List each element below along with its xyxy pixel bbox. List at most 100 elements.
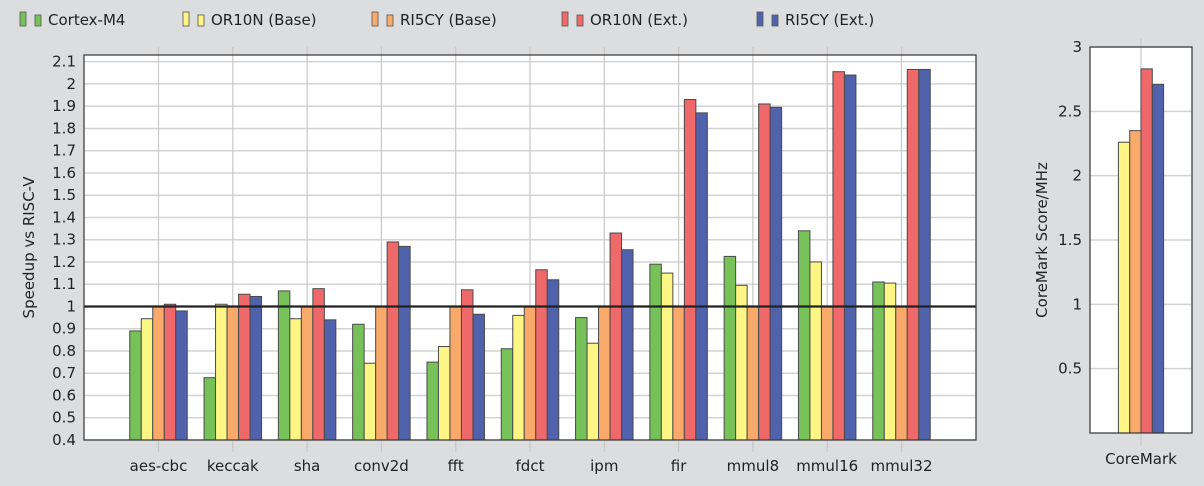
bar-conv2d-cortex-m4 <box>352 323 365 441</box>
bar-keccak-ri5cy-base- <box>226 305 240 441</box>
bar-aes-cbc-or10n-ext- <box>163 303 177 441</box>
legend-swatch <box>386 14 394 27</box>
y-tick-label: 2.5 <box>1058 102 1082 120</box>
bar-fft-ri5cy-base- <box>449 305 462 441</box>
y-tick-label: 1.6 <box>52 164 76 182</box>
y-tick-label: 0.6 <box>52 386 76 404</box>
y-tick-label: 1.4 <box>52 208 76 226</box>
x-tick-label: fdct <box>516 457 545 475</box>
bar-CoreMark-ri5cy-ext- <box>1151 83 1165 434</box>
bar-fft-ri5cy-ext- <box>472 313 485 441</box>
y-tick-label: 1 <box>66 297 76 315</box>
x-tick-label: mmul8 <box>727 457 779 475</box>
x-tick-label: ipm <box>590 457 618 475</box>
bar-conv2d-or10n-base- <box>363 362 377 441</box>
bar-fdct-cortex-m4 <box>500 348 514 441</box>
y-tick-label: 0.4 <box>52 431 76 449</box>
y-tick-label: 0.5 <box>52 409 76 427</box>
bar-mmul16-or10n-base- <box>809 261 822 441</box>
legend-swatch <box>34 14 42 27</box>
bar-mmul8-ri5cy-base- <box>746 305 760 441</box>
y-tick-label: 1.8 <box>52 119 76 137</box>
y-tick-label: 2 <box>1072 167 1082 185</box>
bar-mmul16-cortex-m4 <box>797 230 811 441</box>
legend-swatch <box>561 11 569 27</box>
x-tick-label: mmul16 <box>796 457 858 475</box>
bar-ipm-ri5cy-base- <box>598 305 611 441</box>
y-tick-label: 1.5 <box>52 186 76 204</box>
x-tick-label: keccak <box>207 457 259 475</box>
legend: Cortex-M4 OR10N (Base) RI5CY (Base) OR10N (… <box>19 11 874 29</box>
bar-fdct-ri5cy-base- <box>523 305 537 441</box>
y-tick-label: 2 <box>66 75 76 93</box>
bar-sha-or10n-ext- <box>312 288 325 441</box>
y-tick-label: 1.1 <box>52 275 76 293</box>
bar-ipm-ri5cy-ext- <box>621 249 634 441</box>
legend-swatch <box>19 11 27 27</box>
bar-fft-or10n-base- <box>437 346 451 441</box>
bar-aes-cbc-or10n-base- <box>140 318 154 441</box>
bar-mmul16-ri5cy-ext- <box>843 74 857 441</box>
bar-keccak-or10n-base- <box>215 303 228 441</box>
x-tick-label: CoreMark <box>1105 450 1177 468</box>
x-tick-label: mmul32 <box>871 457 933 475</box>
legend-swatch <box>771 14 779 27</box>
bar-fdct-ri5cy-ext- <box>546 279 560 441</box>
x-tick-label: aes-cbc <box>130 457 188 475</box>
bar-mmul32-ri5cy-base- <box>895 305 908 441</box>
bar-ipm-or10n-ext- <box>609 232 623 441</box>
bar-CoreMark-or10n-base- <box>1117 141 1131 434</box>
bar-fir-ri5cy-base- <box>672 305 685 441</box>
bar-sha-cortex-m4 <box>277 290 291 441</box>
y-tick-label: 1.2 <box>52 253 76 271</box>
plot-frame <box>83 54 977 441</box>
bar-fir-or10n-base- <box>660 272 674 441</box>
legend-label: RI5CY (Ext.) <box>785 11 874 29</box>
bar-fir-cortex-m4 <box>649 263 662 441</box>
bar-ipm-or10n-base- <box>586 342 600 441</box>
bar-mmul8-or10n-base- <box>735 284 748 441</box>
bar-aes-cbc-ri5cy-base- <box>152 305 165 441</box>
y-tick-label: 0.5 <box>1058 360 1082 378</box>
x-tick-label: fir <box>671 457 687 475</box>
bar-conv2d-ri5cy-ext- <box>398 245 411 441</box>
bar-sha-ri5cy-ext- <box>323 319 337 441</box>
bar-keccak-cortex-m4 <box>203 377 217 441</box>
x-tick-label: conv2d <box>354 457 409 475</box>
legend-label: OR10N (Base) <box>211 11 317 29</box>
bar-keccak-or10n-ext- <box>238 293 251 441</box>
bar-fir-or10n-ext- <box>683 99 697 441</box>
bar-mmul32-or10n-ext- <box>906 68 920 441</box>
y-tick-label: 1 <box>1072 295 1082 313</box>
bar-mmul8-cortex-m4 <box>723 255 737 441</box>
y-tick-label: 1.3 <box>52 231 76 249</box>
bar-aes-cbc-ri5cy-ext- <box>175 310 188 441</box>
y-axis-label: CoreMark Score/MHz <box>1033 162 1051 318</box>
y-tick-label: 1.5 <box>1058 231 1082 249</box>
legend-label: OR10N (Ext.) <box>590 11 688 29</box>
bar-sha-or10n-base- <box>289 318 302 441</box>
legend-swatch <box>756 11 764 27</box>
bar-mmul32-ri5cy-ext- <box>918 68 931 441</box>
bar-CoreMark-ri5cy-base- <box>1129 130 1142 434</box>
y-tick-label: 2.1 <box>52 53 76 71</box>
bar-fir-ri5cy-ext- <box>695 112 708 441</box>
bar-fft-or10n-ext- <box>460 289 474 441</box>
legend-label: Cortex-M4 <box>48 11 125 29</box>
y-tick-label: 1.9 <box>52 97 76 115</box>
bar-aes-cbc-cortex-m4 <box>129 330 142 441</box>
y-tick-label: 3 <box>1072 38 1082 56</box>
legend-swatch <box>576 14 584 27</box>
bar-fdct-or10n-ext- <box>535 269 548 441</box>
plot-frame <box>1089 46 1193 434</box>
y-tick-label: 0.8 <box>52 342 76 360</box>
bar-ipm-cortex-m4 <box>575 317 588 441</box>
bar-conv2d-or10n-ext- <box>386 241 400 441</box>
legend-label: RI5CY (Base) <box>400 11 497 29</box>
coremark-chart: 0.5 1 1.5 2 2.5 3 CoreMark CoreMark Score/MHz <box>1033 38 1193 468</box>
y-axis-label: Speedup vs RISC-V <box>20 176 38 319</box>
bar-mmul16-ri5cy-base- <box>820 305 834 441</box>
bar-mmul16-or10n-ext- <box>832 71 845 441</box>
legend-swatch <box>371 11 379 27</box>
